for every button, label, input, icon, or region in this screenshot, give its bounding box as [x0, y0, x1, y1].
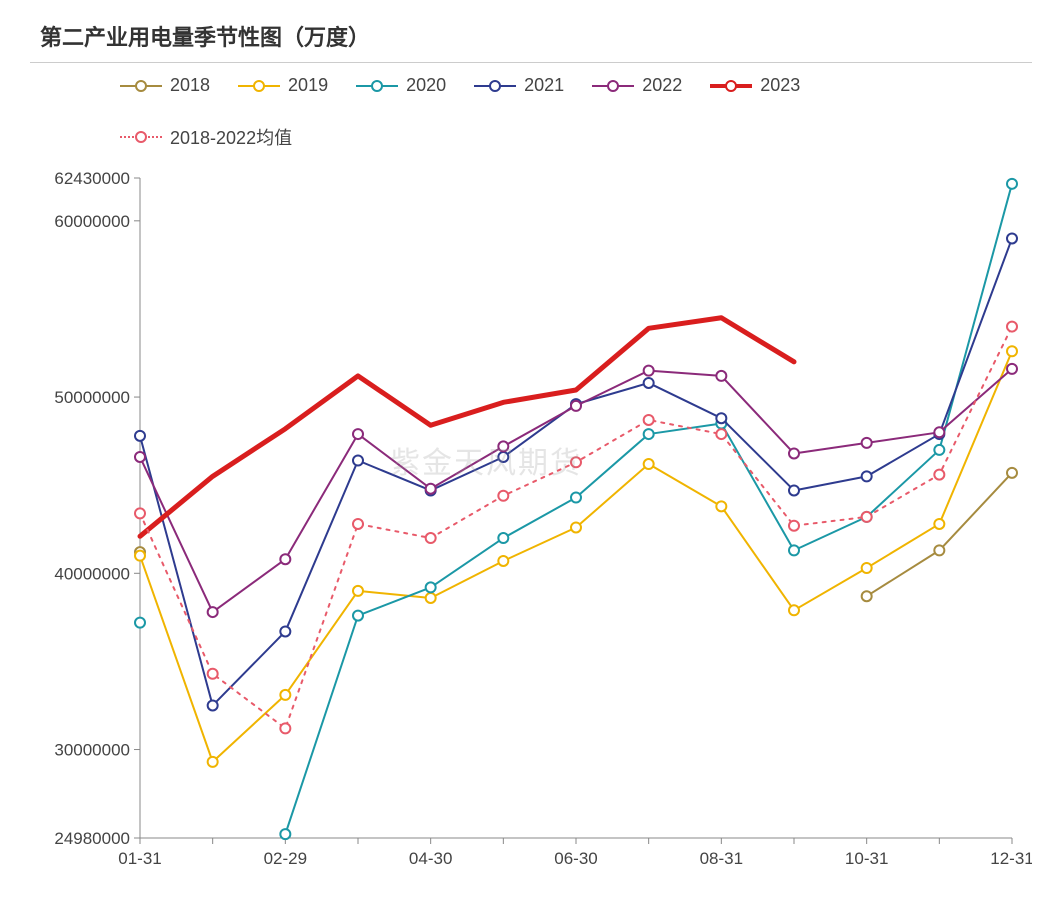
svg-text:08-31: 08-31 — [700, 849, 743, 868]
chart-title: 第二产业用电量季节性图（万度） — [30, 20, 1032, 52]
svg-text:02-29: 02-29 — [264, 849, 307, 868]
svg-text:40000000: 40000000 — [54, 564, 130, 583]
legend-label: 2022 — [642, 75, 682, 96]
svg-text:50000000: 50000000 — [54, 388, 130, 407]
plot-area: 24980000 30000000 40000000 50000000 60000000… — [30, 168, 1032, 888]
legend-item[interactable]: 2018-2022均值 — [120, 124, 292, 150]
line-chart-svg: 24980000 30000000 40000000 50000000 60000000… — [30, 168, 1032, 888]
svg-text:12-31: 12-31 — [990, 849, 1032, 868]
legend-label: 2018 — [170, 75, 210, 96]
legend-item[interactable]: 2022 — [592, 75, 682, 96]
legend-item[interactable]: 2019 — [238, 75, 328, 96]
legend-label: 2018-2022均值 — [170, 124, 292, 150]
svg-text:62430000: 62430000 — [54, 169, 130, 188]
svg-text:24980000: 24980000 — [54, 829, 130, 848]
legend-item[interactable]: 2023 — [710, 75, 800, 96]
legend-label: 2023 — [760, 75, 800, 96]
chart-container: 第二产业用电量季节性图（万度） 2018 2019 2020 2021 2022 2023… — [0, 0, 1062, 920]
svg-text:10-31: 10-31 — [845, 849, 888, 868]
legend-item[interactable]: 2018 — [120, 75, 210, 96]
title-underline — [30, 62, 1032, 63]
legend-item[interactable]: 2020 — [356, 75, 446, 96]
legend-label: 2020 — [406, 75, 446, 96]
legend: 2018 2019 2020 2021 2022 2023 2018-2022均值 — [30, 75, 1032, 150]
legend-label: 2019 — [288, 75, 328, 96]
svg-text:01-31: 01-31 — [118, 849, 161, 868]
svg-text:04-30: 04-30 — [409, 849, 452, 868]
legend-item[interactable]: 2021 — [474, 75, 564, 96]
svg-text:60000000: 60000000 — [54, 212, 130, 231]
svg-text:06-30: 06-30 — [554, 849, 597, 868]
legend-label: 2021 — [524, 75, 564, 96]
svg-text:30000000: 30000000 — [54, 741, 130, 760]
